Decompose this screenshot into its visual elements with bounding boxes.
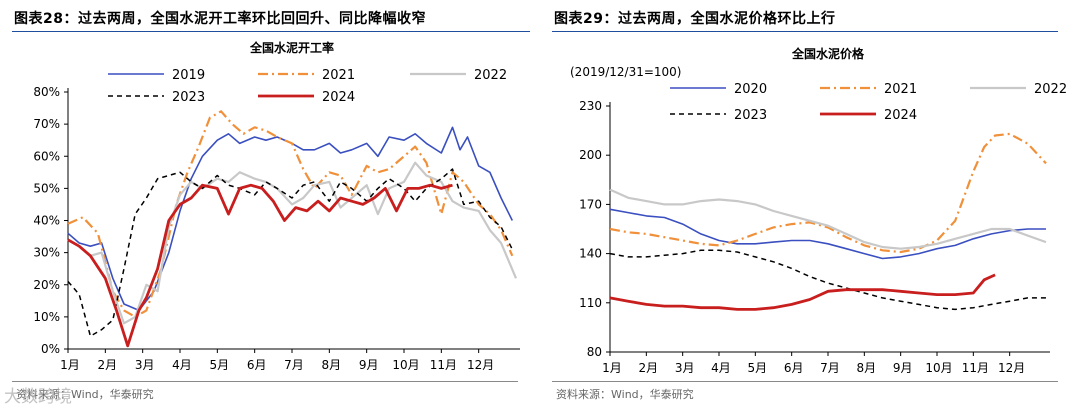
x-tick-label: 3月 bbox=[675, 361, 695, 375]
y-axis-unit-label: (2019/12/31=100) bbox=[570, 65, 682, 79]
x-tick-label: 11月 bbox=[962, 361, 989, 375]
x-tick-label: 3月 bbox=[135, 358, 155, 372]
x-tick-label: 12月 bbox=[998, 361, 1025, 375]
y-tick-label: 20% bbox=[33, 278, 60, 292]
y-tick-label: 60% bbox=[33, 149, 60, 163]
title-divider bbox=[552, 31, 1058, 32]
series-line-2022 bbox=[609, 188, 1047, 250]
x-tick-label: 1月 bbox=[602, 361, 622, 375]
figure-title: 图表29：过去两周，全国水泥价格环比上行 bbox=[554, 11, 836, 27]
legend-label-2022: 2022 bbox=[474, 68, 507, 83]
series-line-2020 bbox=[609, 208, 1046, 260]
x-tick-label: 12月 bbox=[467, 358, 494, 372]
series-line-2021 bbox=[67, 110, 514, 318]
cement-price-chart: 全国水泥价格 (2019/12/31=100) 80 110 140 170 200 230 1… bbox=[570, 46, 1067, 375]
x-tick-label: 7月 bbox=[820, 361, 840, 375]
y-tick-label: 230 bbox=[579, 99, 602, 113]
x-tick-label: 11月 bbox=[430, 358, 457, 372]
x-tick-label: 10月 bbox=[925, 361, 952, 375]
x-tick-label: 4月 bbox=[172, 358, 192, 372]
source-note: 资料来源：Wind，华泰研究 bbox=[556, 388, 694, 401]
x-tick-label: 2月 bbox=[639, 361, 659, 375]
x-tick-label: 5月 bbox=[748, 361, 768, 375]
y-tick-label: 80% bbox=[33, 85, 60, 99]
source-note: 资料来源：Wind，华泰研究 bbox=[16, 388, 154, 401]
y-tick-label: 140 bbox=[579, 247, 602, 261]
chart-panel-operating-rate: 图表28：过去两周，全国水泥开工率环比回回升、同比降幅收窄 全国水泥开工率 0% 1… bbox=[4, 11, 530, 407]
y-tick-label: 40% bbox=[33, 214, 60, 228]
x-tick-label: 5月 bbox=[210, 358, 230, 372]
x-tick-label: 9月 bbox=[359, 358, 379, 372]
legend-label-2022: 2022 bbox=[1034, 82, 1067, 97]
watermark-logo: 大数跨境 bbox=[4, 382, 72, 407]
series-line-2023 bbox=[67, 168, 513, 337]
watermark-text: 大数跨境 bbox=[4, 387, 72, 407]
operating-rate-chart: 全国水泥开工率 0% 10% 20% 30% 40% 50% 60% 70% 80% 1月 2月 3月 4… bbox=[33, 40, 520, 372]
x-tick-label: 10月 bbox=[392, 358, 419, 372]
x-tick-label: 4月 bbox=[711, 361, 731, 375]
figure-title: 图表28：过去两周，全国水泥开工率环比回回升、同比降幅收窄 bbox=[14, 11, 426, 27]
bottom-divider bbox=[552, 381, 1058, 382]
x-tick-label: 8月 bbox=[322, 358, 342, 372]
series-line-2021 bbox=[609, 132, 1047, 254]
series-line-2024 bbox=[609, 273, 996, 311]
legend-label-2019: 2019 bbox=[172, 68, 205, 83]
x-tick-label: 6月 bbox=[784, 361, 804, 375]
legend-label-2023: 2023 bbox=[172, 90, 205, 105]
y-tick-label: 30% bbox=[33, 246, 60, 260]
y-tick-label: 70% bbox=[33, 117, 60, 131]
y-tick-label: 0% bbox=[41, 342, 60, 356]
x-tick-label: 9月 bbox=[893, 361, 913, 375]
chart-title: 全国水泥开工率 bbox=[249, 40, 334, 55]
legend-label-2024: 2024 bbox=[322, 90, 355, 105]
x-tick-label: 7月 bbox=[284, 358, 304, 372]
legend-label-2023: 2023 bbox=[734, 108, 767, 123]
title-divider bbox=[12, 31, 530, 32]
x-tick-label: 2月 bbox=[98, 358, 118, 372]
series-line-2024 bbox=[67, 183, 453, 348]
bottom-divider bbox=[12, 381, 518, 382]
y-tick-label: 80 bbox=[587, 345, 602, 359]
x-tick-label: 8月 bbox=[857, 361, 877, 375]
x-tick-label: 6月 bbox=[247, 358, 267, 372]
legend-label-2021: 2021 bbox=[884, 82, 917, 97]
legend-label-2020: 2020 bbox=[734, 82, 767, 97]
y-tick-label: 110 bbox=[579, 296, 602, 310]
legend-label-2021: 2021 bbox=[322, 68, 355, 83]
x-tick-label: 1月 bbox=[60, 358, 80, 372]
y-tick-label: 10% bbox=[33, 310, 60, 324]
chart-title: 全国水泥价格 bbox=[791, 46, 865, 61]
series-line-2023 bbox=[609, 249, 1046, 311]
legend-label-2024: 2024 bbox=[884, 108, 917, 123]
y-tick-label: 200 bbox=[579, 148, 602, 162]
chart-panel-cement-price: 图表29：过去两周，全国水泥价格环比上行 全国水泥价格 (2019/12/31=1… bbox=[540, 0, 1080, 413]
y-tick-label: 170 bbox=[579, 197, 602, 211]
y-tick-label: 50% bbox=[33, 181, 60, 195]
